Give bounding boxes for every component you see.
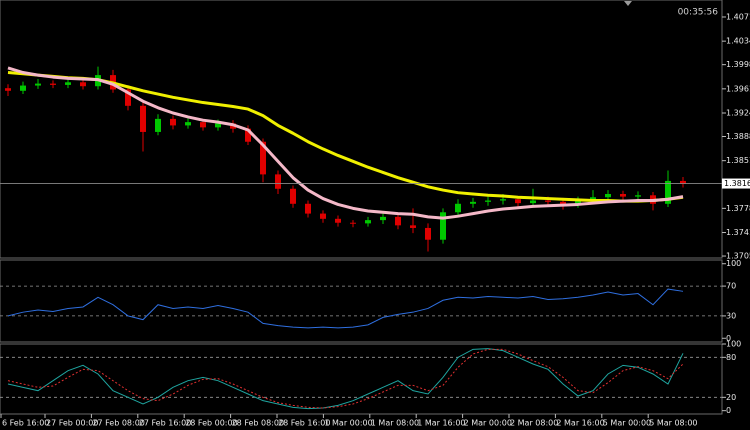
x-tick-label: 1 Mar 16:00 [417, 419, 465, 428]
candle-body [440, 212, 446, 240]
main-panel-frame [0, 0, 723, 259]
candle-body [5, 88, 11, 91]
candle-body [665, 180, 671, 204]
candle-body [605, 193, 611, 198]
x-tick-label: 1 Mar 08:00 [371, 419, 419, 428]
candle-body [155, 118, 161, 132]
candle-body [680, 180, 686, 184]
moving-average [7, 71, 684, 203]
x-tick-label: 27 Feb 08:00 [92, 419, 144, 428]
y-tick-label: 1.3778 [726, 204, 750, 213]
y-tick-label: 20 [726, 393, 736, 402]
y-tick-label: 1.3705 [726, 252, 750, 261]
candle-body [35, 83, 41, 86]
candle-body [575, 200, 581, 205]
candle-body [380, 216, 386, 221]
x-tick-label: 27 Feb 00:00 [46, 419, 98, 428]
x-tick-label: 2 Mar 08:00 [510, 419, 558, 428]
indicator-line [7, 348, 684, 409]
x-tick-label: 28 Feb 08:00 [232, 419, 284, 428]
candle-body [260, 141, 266, 175]
y-tick-label: 100 [726, 340, 741, 349]
candle-body [290, 188, 296, 204]
candle-body [560, 201, 566, 205]
x-tick-label: 5 Mar 08:00 [649, 419, 697, 428]
candle-body [200, 122, 206, 128]
y-tick-label: 80 [726, 353, 736, 362]
x-tick-label: 2 Mar 00:00 [464, 419, 512, 428]
current-price-label: 1.3816 [724, 179, 750, 188]
candle-body [80, 82, 86, 87]
candle-body [530, 200, 536, 204]
candle-body [410, 225, 416, 228]
candle-body [395, 216, 401, 226]
indicator-line [7, 288, 684, 329]
candle-body [65, 82, 71, 85]
x-tick-label: 5 Mar 00:00 [603, 419, 651, 428]
y-tick-label: 1.3998 [726, 60, 750, 69]
y-tick-label: 0 [726, 406, 731, 415]
candle-body [425, 227, 431, 240]
candle-body [590, 197, 596, 201]
candle-body [140, 105, 146, 132]
candle-body [365, 220, 371, 224]
moving-average [7, 66, 684, 220]
shift-marker [624, 1, 632, 6]
candle-body [305, 203, 311, 214]
candle-body [350, 222, 356, 224]
candle-body [320, 213, 326, 219]
candle-body [455, 203, 461, 213]
candle-body [20, 85, 26, 91]
candle-body [545, 200, 551, 202]
candle-body [185, 122, 191, 126]
x-tick-label: 6 Feb 16:00 [2, 419, 49, 428]
candle-body [470, 201, 476, 204]
y-tick-label: 1.3924 [726, 108, 750, 117]
timer: 00:35:56 [678, 8, 719, 18]
candle-body [125, 89, 131, 106]
y-tick-label: 1.4034 [726, 37, 750, 46]
candle-body [620, 193, 626, 197]
y-tick-label: 70 [726, 282, 736, 291]
x-tick-label: 2 Mar 16:00 [556, 419, 604, 428]
candle-body [50, 83, 56, 85]
stochastic-panel-frame [0, 343, 723, 415]
candle-body [215, 123, 221, 128]
rsi-panel-frame [0, 259, 723, 343]
candle-body [500, 199, 506, 201]
x-tick-label: 27 Feb 16:00 [139, 419, 191, 428]
y-tick-label: 1.3888 [726, 132, 750, 141]
x-tick-label: 28 Feb 16:00 [278, 419, 330, 428]
candle-body [635, 195, 641, 197]
candle-body [245, 128, 251, 142]
candle-body [335, 218, 341, 223]
candle-body [485, 200, 491, 202]
y-tick-label: 30 [726, 311, 736, 320]
candle-body [515, 199, 521, 204]
y-tick-label: 0 [726, 334, 731, 343]
indicator-line [7, 348, 684, 410]
current-price-box [722, 178, 750, 189]
candle-body [170, 118, 176, 126]
y-tick-label: 100 [726, 259, 741, 268]
x-tick-label: 1 Mar 00:00 [324, 419, 372, 428]
x-tick-label: 28 Feb 00:00 [185, 419, 237, 428]
candle-body [275, 174, 281, 189]
